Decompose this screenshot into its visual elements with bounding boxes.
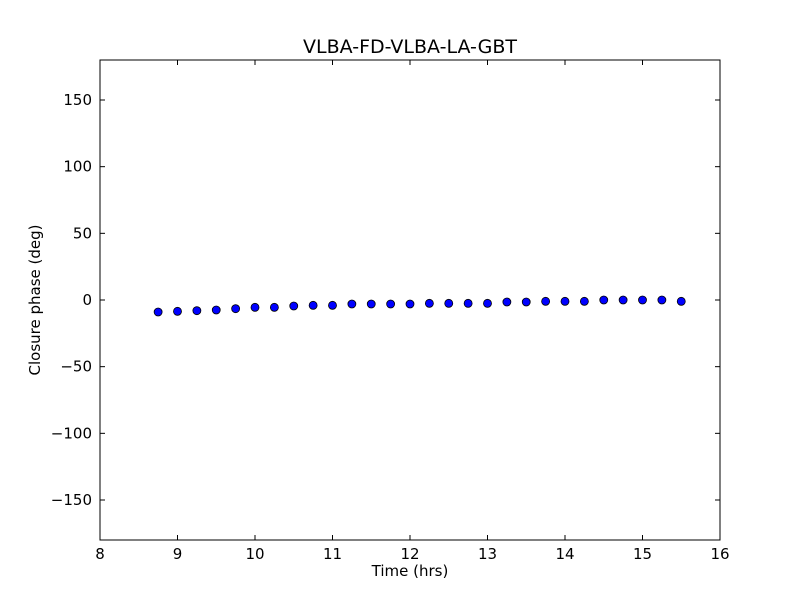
data-point	[444, 298, 454, 308]
y-axis-label: Closure phase (deg)	[26, 225, 44, 376]
data-point	[153, 307, 163, 317]
data-point	[192, 306, 202, 316]
data-point	[173, 306, 182, 316]
data-point	[541, 296, 551, 306]
data-point	[638, 295, 647, 305]
data-point	[347, 299, 357, 309]
x-tick-label: 12	[400, 545, 419, 563]
data-point	[269, 302, 279, 312]
data-point	[483, 298, 492, 308]
y-tick-label: −50	[60, 358, 92, 376]
x-tick-label: 16	[710, 545, 729, 563]
data-point	[366, 299, 376, 309]
y-tick-label: 150	[63, 91, 92, 109]
x-tick-label: 10	[245, 545, 264, 563]
y-axis-ticks: 150 100 50 0 −50 −100 −150	[51, 91, 720, 509]
data-point	[386, 299, 396, 309]
data-point	[579, 296, 589, 306]
x-tick-label: 8	[95, 545, 105, 563]
x-axis-label: Time (hrs)	[371, 562, 449, 580]
data-point	[211, 305, 221, 315]
x-tick-label: 9	[173, 545, 183, 563]
x-tick-label: 14	[555, 545, 574, 563]
y-tick-label: 100	[63, 158, 92, 176]
data-point	[308, 300, 318, 310]
data-point	[289, 301, 299, 311]
data-point	[676, 296, 686, 306]
data-point	[250, 302, 260, 312]
data-points	[153, 295, 686, 317]
data-point	[405, 299, 415, 309]
data-point	[424, 298, 434, 308]
chart-title: VLBA-FD-VLBA-LA-GBT	[303, 36, 517, 58]
data-point	[560, 296, 570, 306]
data-point	[328, 300, 337, 310]
y-tick-label: −150	[51, 491, 92, 509]
y-tick-label: 50	[73, 224, 92, 242]
data-point	[618, 295, 628, 305]
y-tick-label: −100	[51, 424, 92, 442]
data-point	[521, 297, 531, 307]
data-point	[657, 295, 667, 305]
x-tick-label: 13	[478, 545, 497, 563]
x-tick-label: 15	[633, 545, 652, 563]
data-point	[463, 298, 473, 308]
plot-area: 8 9 10 11 12 13 14 15 16 150 100 50 0 −50 −100 −150	[51, 59, 730, 563]
data-point	[231, 304, 241, 314]
x-tick-label: 11	[323, 545, 342, 563]
y-tick-label: 0	[82, 291, 92, 309]
data-point	[599, 295, 609, 305]
x-axis-ticks: 8 9 10 11 12 13 14 15 16	[95, 60, 730, 563]
data-point	[502, 297, 512, 307]
